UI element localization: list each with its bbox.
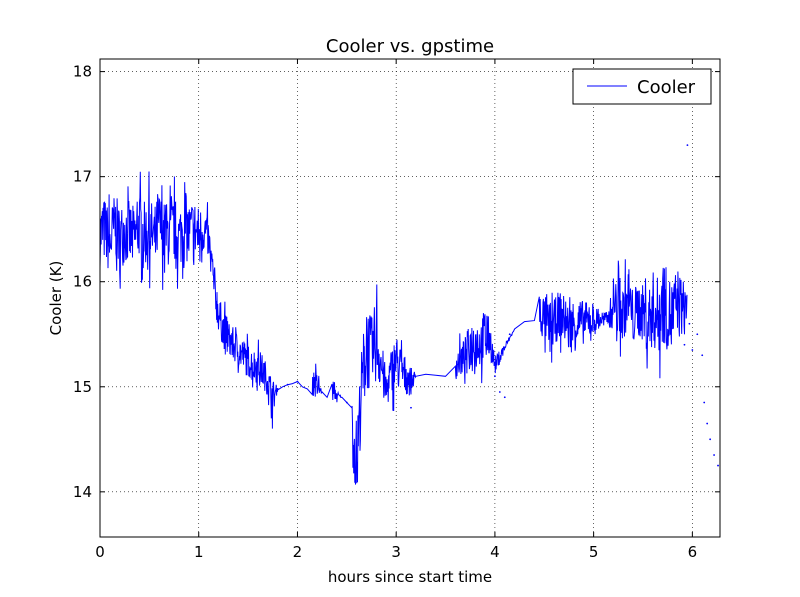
scatter-point <box>686 144 689 147</box>
series-line-cooler <box>100 171 688 485</box>
scatter-point <box>503 396 506 399</box>
x-tick-label: 1 <box>194 543 204 561</box>
scatter-point <box>713 454 715 456</box>
scatter-point <box>494 375 496 378</box>
x-tick-label: 5 <box>589 543 599 561</box>
axes-frame <box>99 58 721 538</box>
x-tick-label: 6 <box>688 543 698 561</box>
scatter-point <box>701 354 704 357</box>
x-tick-label: 2 <box>293 543 303 561</box>
ticks: 0 1 2 3 4 5 6 14 15 16 17 18 <box>73 59 720 561</box>
legend: Cooler <box>572 68 712 105</box>
y-axis-label: Cooler (K) <box>47 261 65 336</box>
scatter-point <box>296 380 299 383</box>
scatter-point <box>276 387 279 390</box>
y-tick-label: 18 <box>73 63 92 81</box>
y-tick-label: 14 <box>73 483 92 501</box>
scatter-point <box>691 349 694 351</box>
x-tick-label: 4 <box>490 543 500 561</box>
scatter-point <box>703 401 706 404</box>
scatter-point <box>498 391 501 393</box>
scatter-point <box>286 383 289 386</box>
y-tick-label: 16 <box>73 273 92 291</box>
x-tick-label: 3 <box>391 543 401 561</box>
y-tick-label: 17 <box>73 168 92 186</box>
scatter-point <box>410 406 412 409</box>
scatter-point <box>508 333 511 336</box>
scatter-point <box>706 422 709 425</box>
scatter-point <box>683 343 686 346</box>
x-axis-label: hours since start time <box>328 568 492 586</box>
scatter-point <box>717 464 719 467</box>
y-tick-label: 15 <box>73 378 92 396</box>
chart-title: Cooler vs. gpstime <box>326 36 494 57</box>
x-tick-label: 0 <box>95 543 105 561</box>
scatter-point <box>688 322 691 325</box>
scatter-point <box>709 438 712 441</box>
scatter-point <box>345 401 348 404</box>
legend-label: Cooler <box>637 77 696 98</box>
plot-area <box>100 144 719 485</box>
scatter-point <box>696 333 699 336</box>
